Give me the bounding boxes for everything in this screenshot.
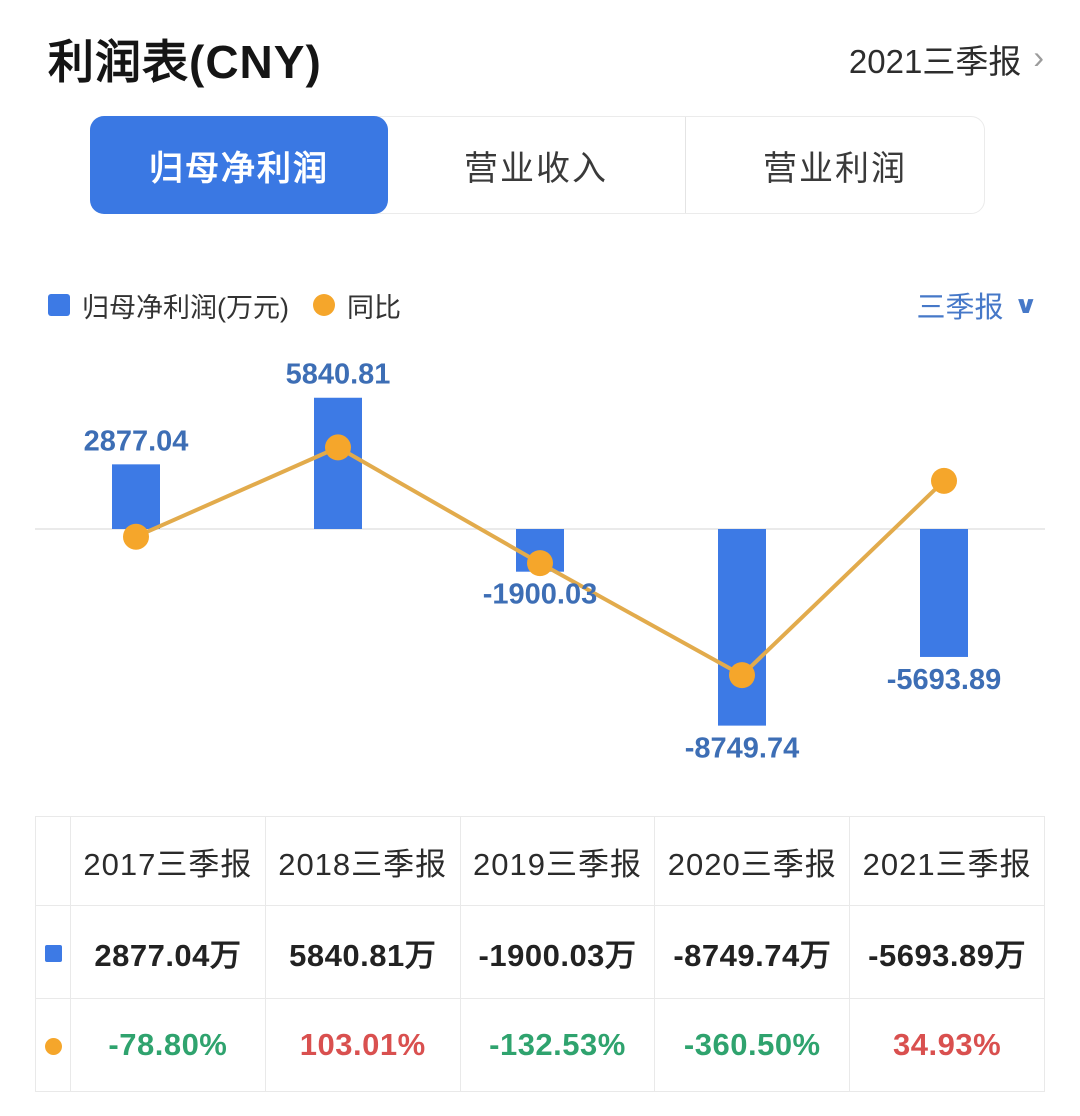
bar-2018三季报[interactable] [314, 397, 362, 529]
column-header: 2018三季报 [264, 816, 461, 906]
data-table-body: 2017三季报 2018三季报 2019三季报 2020三季报 2021三季报 2877.… [35, 816, 1045, 1092]
bar-2017三季报[interactable] [112, 464, 160, 529]
column-header: 2019三季报 [459, 816, 656, 906]
value-cell: -132.53% [459, 998, 656, 1092]
bar-value-label: -5693.89 [887, 664, 1002, 696]
legend-item-bar: 归母净利润(万元) [48, 286, 289, 325]
bar-series-swatch-icon [48, 294, 70, 316]
tab-1[interactable]: 营业收入 [464, 149, 608, 188]
bar-value-label: 5840.81 [286, 359, 391, 391]
bar-series-swatch-icon [44, 945, 62, 962]
bar-2020三季报[interactable] [718, 529, 766, 726]
value-cell: -8749.74万 [654, 905, 851, 999]
yoy-point-2018三季报[interactable] [325, 434, 351, 461]
value-cell: -360.50% [654, 998, 851, 1092]
value-cell: 34.93% [849, 998, 1045, 1092]
tab-2[interactable]: 营业利润 [685, 117, 984, 213]
column-header: 2020三季报 [654, 816, 851, 906]
legend-row: 归母净利润(万元) 同比 三季报 ∨ [48, 284, 1038, 326]
data-table: 2017三季报 2018三季报 2019三季报 2020三季报 2021三季报 2877.… [35, 816, 1045, 1092]
yoy-point-2020三季报[interactable] [729, 662, 755, 689]
legend-line-label: 同比 [346, 292, 401, 323]
bar-value-label: -1900.03 [483, 579, 598, 611]
value-cell: 2877.04万 [70, 905, 266, 999]
page-header: 利润表(CNY) 2021三季报 › [0, 0, 1080, 92]
value-cell: 5840.81万 [264, 905, 461, 999]
yoy-point-2021三季报[interactable] [931, 467, 957, 494]
table-row: 2877.04万 5840.81万 -1900.03万 -8749.74万 -5693.… [35, 905, 1045, 999]
period-dropdown[interactable]: 三季报 ∨ [916, 284, 1038, 326]
profit-chart: 2877.04 5840.81 -1900.03 -8749.74 -5693.89 [35, 359, 1045, 765]
legend-bar-label: 归母净利润(万元) [82, 292, 289, 323]
yoy-point-2019三季报[interactable] [527, 550, 553, 577]
line-series-swatch-icon [44, 1038, 62, 1055]
bar-value-label: -8749.74 [685, 733, 800, 765]
bar-value-label: 2877.04 [84, 425, 189, 457]
value-cell: -1900.03万 [459, 905, 656, 999]
tab-0-active[interactable]: 归母净利润 [90, 116, 388, 214]
table-wrap: 2017三季报 2018三季报 2019三季报 2020三季报 2021三季报 2877.… [35, 816, 1045, 1092]
row-icon-cell [35, 905, 71, 999]
yoy-point-2017三季报[interactable] [123, 523, 149, 550]
column-header: 2017三季报 [70, 816, 266, 906]
period-dropdown-label: 三季报 [916, 292, 1004, 324]
value-cell: -5693.89万 [849, 905, 1045, 999]
legend-item-line: 同比 [289, 286, 401, 325]
report-period-selector[interactable]: 2021三季报 › [849, 35, 1044, 83]
report-period-label: 2021三季报 [848, 43, 1022, 80]
bar-2021三季报[interactable] [920, 529, 968, 657]
line-series-swatch-icon [312, 294, 335, 316]
table-header-row: 2017三季报 2018三季报 2019三季报 2020三季报 2021三季报 [35, 816, 1045, 906]
page-title: 利润表(CNY) [48, 36, 322, 88]
tab-bar: 归母净利润 营业收入 营业利润 [90, 116, 985, 214]
value-cell: -78.80% [70, 998, 266, 1092]
corner-cell [35, 816, 71, 906]
table-row: -78.80% 103.01% -132.53% -360.50% 34.93% [35, 998, 1045, 1092]
chevron-right-icon: › [1033, 38, 1044, 75]
chevron-down-icon: ∨ [1013, 291, 1038, 319]
value-cell: 103.01% [264, 998, 461, 1092]
row-icon-cell [35, 998, 71, 1092]
column-header: 2021三季报 [849, 816, 1045, 906]
